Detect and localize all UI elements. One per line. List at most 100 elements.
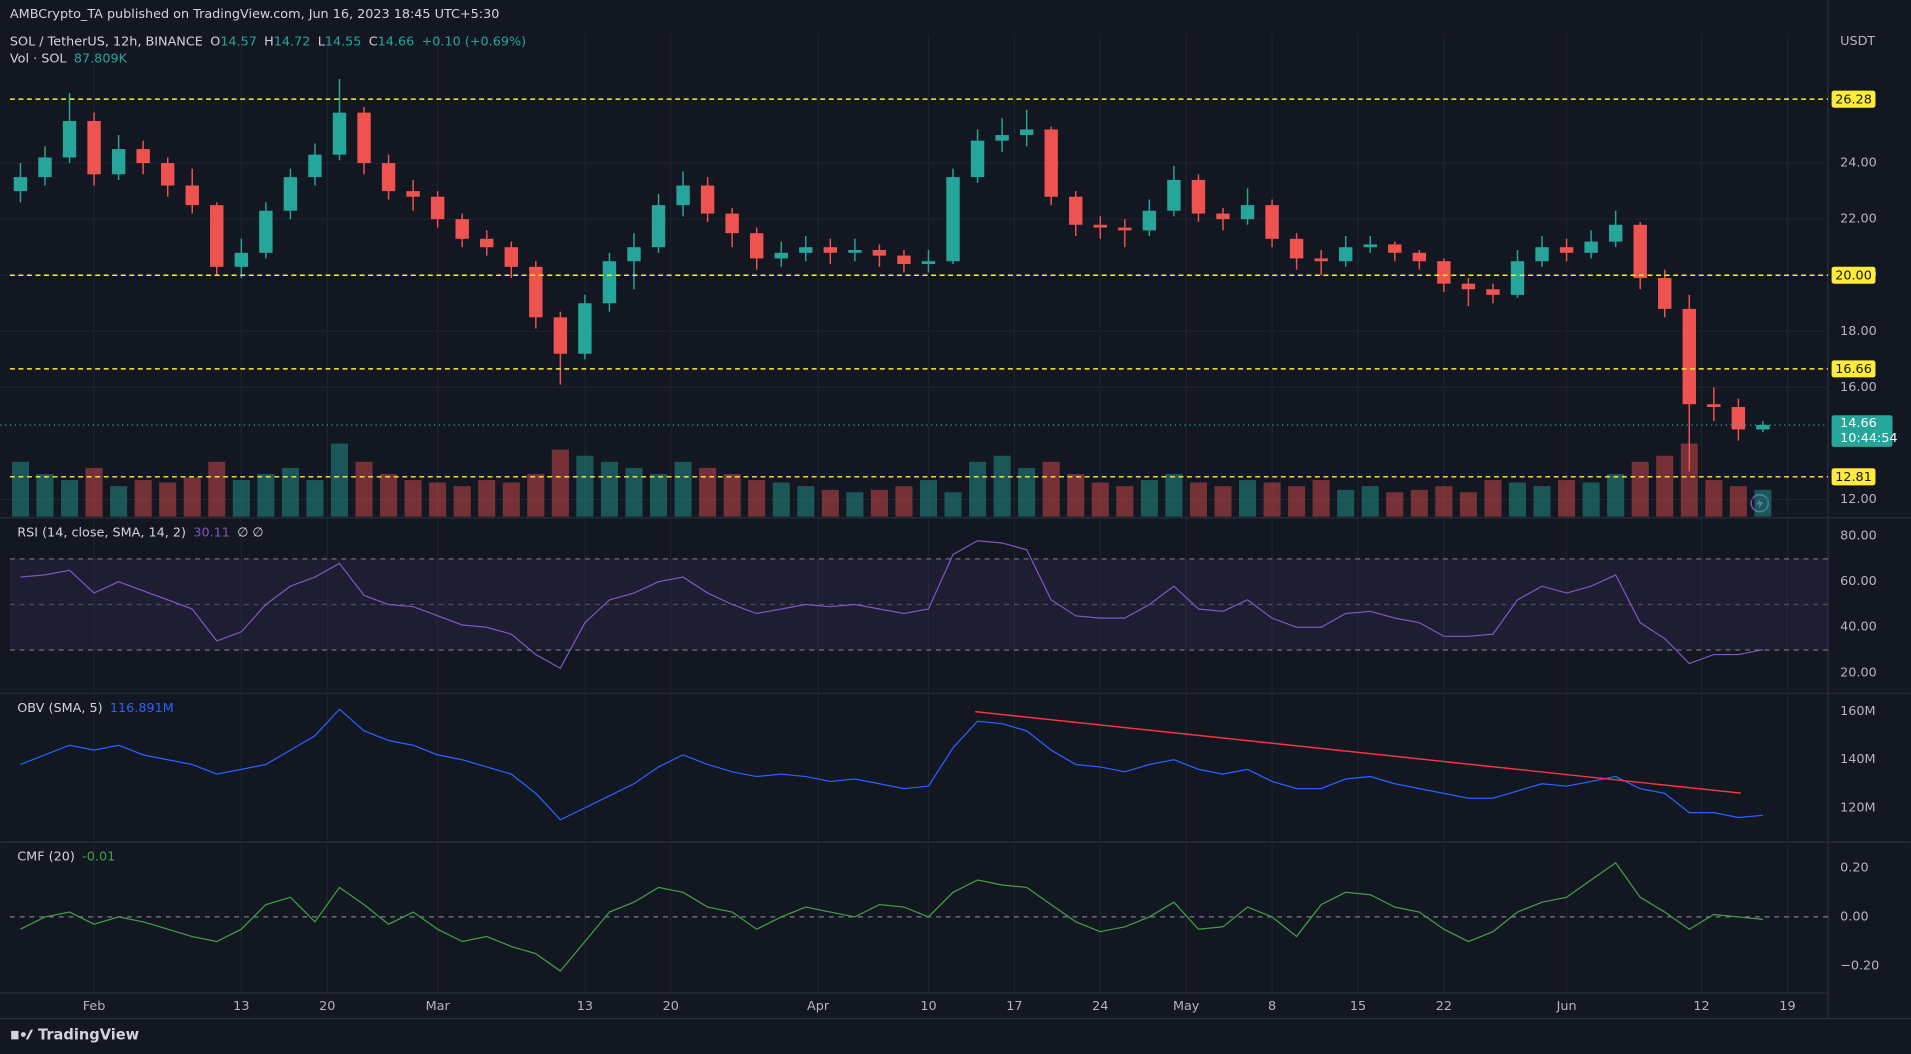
volume-bar <box>797 486 815 517</box>
level-label-bg <box>1831 90 1876 108</box>
logo: TradingView <box>38 1027 139 1044</box>
y-tick-label: 24.00 <box>1840 156 1877 171</box>
y-tick-label: 80.00 <box>1840 529 1877 544</box>
x-tick-label: 15 <box>1350 999 1366 1014</box>
indicator-line <box>20 861 1763 972</box>
volume-bar <box>1116 486 1134 517</box>
ohlc-value: 14.55 <box>325 34 362 49</box>
chart-title: SOL / TetherUS, 12h, BINANCE <box>10 34 203 49</box>
candle-body <box>136 149 150 164</box>
candle-body <box>210 205 224 267</box>
volume-bar <box>183 477 201 517</box>
x-tick-label: 13 <box>577 999 593 1014</box>
candle-body <box>553 317 568 354</box>
candle-body <box>381 163 396 192</box>
volume-bar <box>1018 467 1036 517</box>
candle-body <box>160 163 175 186</box>
x-tick-label: 13 <box>233 999 249 1014</box>
y-tick-label: 12.00 <box>1840 492 1877 507</box>
candle-body <box>1019 129 1034 136</box>
volume-bar <box>1656 455 1674 517</box>
volume-bar <box>11 461 29 517</box>
volume-name: Vol · SOL <box>10 51 67 66</box>
candle-body <box>1658 278 1672 309</box>
x-tick-label: 22 <box>1436 999 1452 1014</box>
candle-body <box>1363 244 1377 248</box>
volume-bar <box>1386 492 1404 517</box>
x-tick-label: May <box>1173 999 1200 1014</box>
volume-bar <box>429 482 447 517</box>
last-price-bg <box>1831 415 1893 447</box>
indicator-extra: ∅ ∅ <box>237 525 263 540</box>
candle-body <box>627 247 641 262</box>
indicator-line <box>20 540 1763 670</box>
candle-body <box>1461 283 1476 290</box>
volume-bar <box>1140 480 1158 517</box>
volume-bar <box>1312 480 1330 517</box>
candle-body <box>1437 261 1451 284</box>
indicator-legend: RSI (14, close, SMA, 14, 2) 30.11 ∅ ∅ <box>17 525 263 540</box>
y-tick-label: 120M <box>1840 800 1875 815</box>
volume-bar <box>1680 443 1698 517</box>
x-tick-label: 10 <box>920 999 936 1014</box>
candle-body <box>357 112 371 164</box>
volume-bar <box>1582 482 1600 517</box>
indicator-line <box>20 708 1763 821</box>
x-tick-label: 12 <box>1693 999 1709 1014</box>
candle-body <box>430 196 445 220</box>
volume-bar <box>1459 492 1477 517</box>
volume-bar <box>306 480 324 517</box>
volume-bar <box>453 486 471 517</box>
candle-body <box>283 177 298 211</box>
y-tick-label: 16.00 <box>1840 380 1877 395</box>
volume-bar <box>919 480 938 517</box>
volume-bar <box>355 461 373 517</box>
indicator-name: CMF (20) <box>17 849 75 864</box>
volume-bar <box>1508 482 1527 517</box>
logo-icon <box>11 1029 34 1040</box>
indicator-readout: -0.01 <box>82 849 115 864</box>
candle-body <box>1265 205 1279 239</box>
y-axis-label: USDT <box>1840 34 1875 49</box>
candle-body <box>700 185 715 214</box>
volume-bar <box>1607 473 1625 517</box>
alert-icon[interactable] <box>1750 493 1769 513</box>
y-tick-label: 40.00 <box>1840 620 1877 635</box>
volume-bar <box>478 480 496 517</box>
change-readout: +0.10 (+0.69%) <box>422 34 527 49</box>
volume-bar <box>748 480 766 517</box>
level-label: 26.28 <box>1835 92 1872 107</box>
candle-body <box>406 191 420 197</box>
candle-body <box>970 140 985 178</box>
candle-body <box>1608 224 1623 242</box>
level-label: 20.00 <box>1835 268 1872 283</box>
trendline <box>975 710 1741 794</box>
volume-bar <box>551 449 569 517</box>
volume-bar <box>208 461 226 517</box>
x-tick-label: 8 <box>1268 999 1276 1014</box>
indicator-readout: 30.11 <box>193 525 230 540</box>
candle-body <box>1216 213 1230 220</box>
candle-body <box>13 177 28 192</box>
candle-body <box>1093 224 1107 228</box>
candle-body <box>1535 247 1549 262</box>
volume-bar <box>502 482 520 517</box>
y-tick-label: 140M <box>1840 752 1875 767</box>
volume-bar <box>110 486 128 517</box>
candle-body <box>1044 129 1058 197</box>
volume-bar <box>281 467 299 517</box>
indicator-name: OBV (SMA, 5) <box>17 700 102 715</box>
x-tick-label: Feb <box>83 999 106 1014</box>
candle-body <box>651 205 666 248</box>
volume-bar <box>380 473 398 517</box>
candle-body <box>1338 247 1353 262</box>
x-tick-label: Apr <box>807 999 830 1014</box>
candle-body <box>259 210 273 253</box>
candle-body <box>1486 289 1500 295</box>
volume-bar <box>1631 461 1649 517</box>
level-label-bg <box>1831 468 1876 486</box>
x-tick-label: 20 <box>319 999 335 1014</box>
volume-bar <box>625 467 643 517</box>
